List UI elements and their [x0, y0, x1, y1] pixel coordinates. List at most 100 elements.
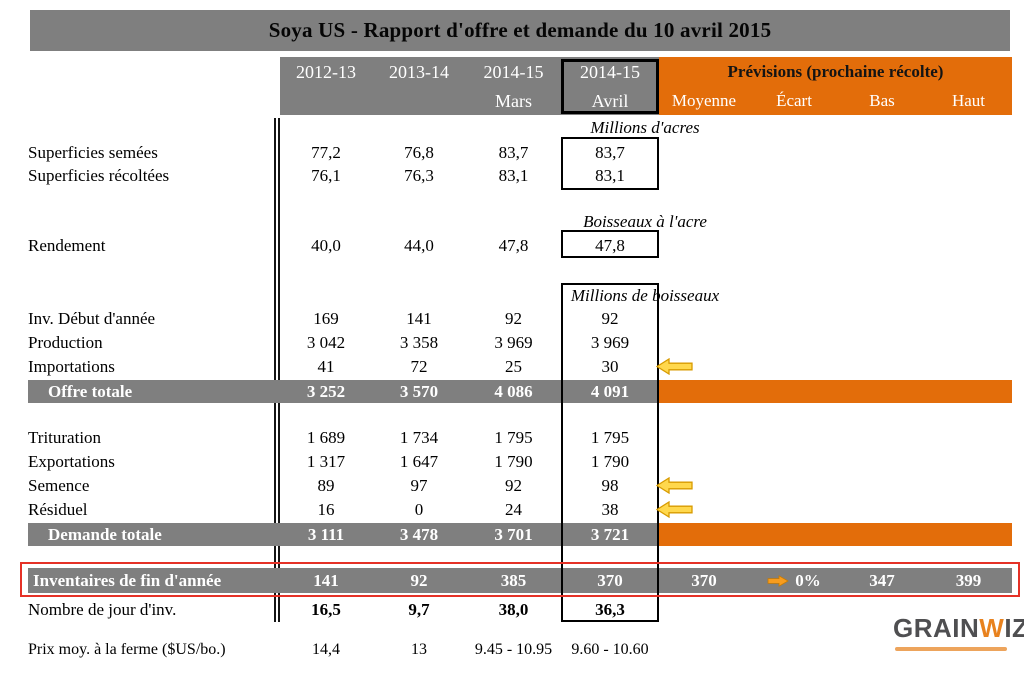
cell-2012-13: 41 [317, 356, 335, 376]
avril-header-highlight-box [561, 59, 659, 114]
forecast-section-title: Prévisions (prochaine récolte) [727, 62, 944, 81]
col-header-bas: Bas [869, 91, 895, 110]
cell-2014-15-avril: 83,1 [595, 165, 625, 185]
cell-2014-15-avril: 9.60 - 10.60 [571, 640, 649, 658]
cell-2013-14: 13 [411, 640, 427, 658]
grainwiz-logo: GRAINWIZ [893, 613, 1024, 644]
cell-haut: 399 [955, 570, 982, 590]
cell-2014-15-avril: 4 091 [590, 381, 630, 401]
cell-2012-13: 3 042 [306, 332, 346, 352]
logo-w-mark: W [979, 613, 1005, 643]
cell-2014-15-mars: 38,0 [498, 599, 529, 619]
cell-2014-15-mars: 92 [505, 308, 522, 328]
cell-2013-14: 1 647 [399, 451, 439, 471]
row-label: Importations [28, 356, 115, 376]
inventaires-highlight-red-frame [20, 562, 1020, 597]
cell-2013-14: 141 [406, 308, 432, 328]
row-residuel: Résiduel 16 0 24 38 [28, 498, 1012, 521]
row-label: Prix moy. à la ferme ($US/bo.) [28, 640, 226, 658]
cell-2014-15-avril: 38 [601, 499, 619, 519]
cell-2014-15-avril: 98 [601, 475, 619, 495]
ecart-value: 0% [795, 570, 821, 590]
row-jours-inv: Nombre de jour d'inv. 16,5 9,7 38,0 36,3 [28, 598, 1012, 621]
row-label: Offre totale [48, 381, 133, 401]
logo-tagline [895, 647, 1007, 651]
cell-2012-13: 77,2 [311, 142, 341, 162]
avril-bushels-highlight-box [561, 283, 659, 622]
cell-2014-15-avril: 30 [601, 356, 619, 376]
unit-label-bushels-per-acre: Boisseaux à l'acre [583, 212, 707, 231]
cell-moyenne: 370 [691, 570, 717, 590]
row-label: Superficies récoltées [28, 165, 170, 185]
col-header-moyenne: Moyenne [671, 91, 737, 110]
row-label: Demande totale [48, 524, 162, 544]
row-semence: Semence 89 97 92 98 [28, 474, 1012, 497]
row-label: Nombre de jour d'inv. [28, 599, 177, 619]
cell-2014-15-avril: 47,8 [595, 235, 625, 255]
row-inventaires-fin: Inventaires de fin d'année 141 92 385 37… [28, 568, 1012, 593]
col-header-2013-14: 2013-14 [389, 61, 449, 82]
col-header-2014-15-mars-year: 2014-15 [483, 61, 544, 82]
cell-2012-13: 169 [313, 308, 339, 328]
cell-2014-15-mars: 4 086 [494, 381, 533, 401]
col-header-2014-15-mars-month: Mars [495, 90, 532, 111]
cell-bas: 347 [869, 570, 895, 590]
col-header-ecart: Écart [776, 91, 812, 110]
cell-2012-13: 89 [317, 475, 335, 495]
row-superficies-semees: Superficies semées 77,2 76,8 83,7 83,7 [28, 141, 1012, 164]
cell-2012-13: 16,5 [311, 599, 341, 619]
column-separator-line [274, 118, 280, 622]
unit-label-million-bushels: Millions de boisseaux [570, 286, 720, 305]
cell-2013-14: 1 734 [399, 427, 439, 447]
cell-2013-14: 3 358 [399, 332, 439, 352]
row-superficies-recoltees: Superficies récoltées 76,1 76,3 83,1 83,… [28, 164, 1012, 187]
cell-2014-15-avril: 370 [597, 570, 623, 590]
logo-text-left: GRAIN [893, 613, 980, 643]
cell-2014-15-mars: 92 [505, 475, 522, 495]
row-label: Trituration [28, 427, 102, 447]
cell-2013-14: 76,3 [404, 165, 434, 185]
row-label: Inv. Début d'année [28, 308, 156, 328]
cell-ecart: 0% [749, 571, 839, 591]
table-header-forecast: Prévisions (prochaine récolte) Moyenne É… [659, 57, 1012, 115]
cell-2014-15-mars: 3 969 [494, 332, 533, 352]
cell-2014-15-mars: 83,7 [498, 142, 529, 162]
cell-2014-15-mars: 47,8 [498, 235, 529, 255]
cell-2014-15-mars: 3 701 [494, 524, 533, 544]
row-production: Production 3 042 3 358 3 969 3 969 [28, 331, 1012, 354]
cell-2013-14: 97 [410, 475, 428, 495]
row-prix-moyen: Prix moy. à la ferme ($US/bo.) 14,4 13 9… [28, 638, 1012, 661]
cell-2012-13: 141 [313, 570, 339, 590]
avril-rendement-highlight-box [561, 230, 659, 258]
cell-2013-14: 44,0 [404, 235, 434, 255]
cell-2014-15-avril: 1 795 [590, 427, 630, 447]
row-importations: Importations 41 72 25 30 [28, 355, 1012, 378]
row-label: Semence [28, 475, 90, 495]
cell-2012-13: 3 111 [307, 524, 345, 544]
col-header-2014-15-avril-month: Avril [591, 90, 629, 111]
row-label: Résiduel [28, 499, 88, 519]
row-inv-debut: Inv. Début d'année 169 141 92 92 [28, 307, 1012, 330]
cell-2013-14: 0 [414, 499, 424, 519]
cell-2012-13: 40,0 [311, 235, 341, 255]
cell-2014-15-mars: 385 [500, 570, 527, 590]
avril-acres-highlight-box [561, 137, 659, 190]
row-label: Rendement [28, 235, 106, 255]
cell-2014-15-mars: 1 795 [494, 427, 533, 447]
cell-2013-14: 9,7 [408, 599, 430, 619]
cell-2014-15-avril: 3 721 [590, 524, 630, 544]
row-exportations: Exportations 1 317 1 647 1 790 1 790 [28, 450, 1012, 473]
cell-2014-15-avril: 36,3 [595, 599, 625, 619]
trend-arrow-icon [767, 574, 790, 587]
col-header-2014-15-avril-year: 2014-15 [580, 61, 640, 82]
row-trituration: Trituration 1 689 1 734 1 795 1 795 [28, 426, 1012, 449]
cell-2014-15-mars: 25 [505, 356, 522, 376]
cell-2013-14: 92 [410, 570, 428, 590]
cell-2012-13: 14,4 [312, 640, 340, 658]
cell-2012-13: 16 [317, 499, 335, 519]
row-label: Superficies semées [28, 142, 158, 162]
cell-2013-14: 76,8 [404, 142, 434, 162]
cell-2012-13: 3 252 [306, 381, 346, 401]
row-rendement: Rendement 40,0 44,0 47,8 47,8 [28, 234, 1012, 257]
